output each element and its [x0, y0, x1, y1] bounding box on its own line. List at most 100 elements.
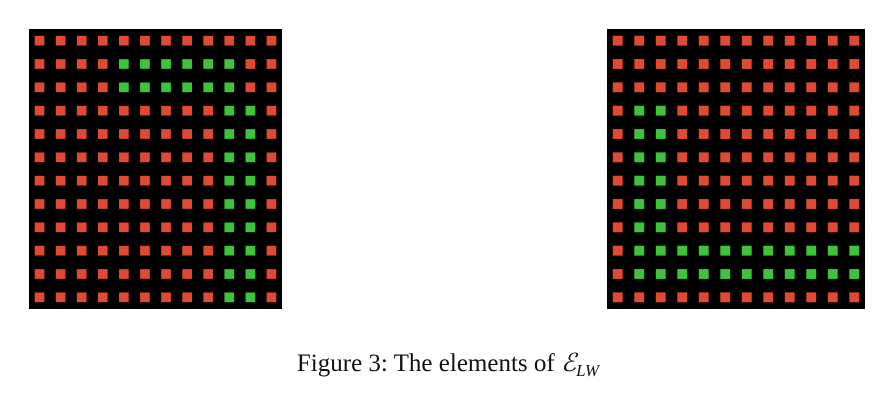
- left-grid-cell-r10-c6-off: [161, 269, 171, 279]
- left-grid-cell-r9-c11-off: [266, 245, 277, 256]
- right-grid-cell-r3-c4-off: [698, 105, 709, 116]
- right-grid-cell-r8-c8-off: [784, 222, 795, 233]
- right-grid-cell-r0-c9-off: [806, 35, 817, 46]
- right-grid-cell-r1-c5-off: [720, 59, 731, 69]
- left-grid-cell-r2-c1-off: [55, 82, 66, 93]
- left-grid-cell-r3-c0-off: [34, 105, 45, 116]
- right-grid-cell-r7-c6-off: [741, 199, 752, 209]
- right-grid-cell-r8-c2-on: [655, 222, 666, 233]
- right-grid-cell-r11-c4-off: [698, 292, 709, 303]
- right-grid-cell-r1-c3-off: [677, 59, 688, 69]
- left-grid-cell-r0-c6-off: [161, 35, 171, 46]
- left-grid-cell-r11-c11-off: [266, 292, 277, 303]
- left-grid-cell-r1-c0-off: [34, 59, 45, 69]
- right-grid-cell-r8-c3-off: [677, 222, 688, 233]
- left-grid-cell-r2-c0-off: [34, 82, 45, 93]
- left-grid-cell-r2-c7-on: [182, 82, 192, 93]
- left-grid-cell-r3-c1-off: [55, 105, 66, 116]
- right-grid-cell-r2-c8-off: [784, 82, 795, 93]
- left-grid-cell-r3-c5-off: [140, 105, 150, 116]
- right-grid-cell-r7-c8-off: [784, 199, 795, 209]
- right-grid-cell-r3-c0-off: [612, 105, 623, 116]
- left-grid-cell-r0-c1-off: [55, 35, 66, 46]
- left-grid-cell-r9-c7-off: [182, 245, 192, 256]
- left-grid-cell-r4-c7-off: [182, 129, 192, 139]
- right-grid-cell-r2-c9-off: [806, 82, 817, 93]
- left-grid-cell-r1-c4-on: [119, 59, 129, 69]
- right-grid-cell-r6-c8-off: [784, 175, 795, 186]
- right-grid-cell-r2-c3-off: [677, 82, 688, 93]
- left-grid-cell-r11-c9-on: [224, 292, 235, 303]
- left-grid-image: [34, 35, 277, 303]
- left-grid-cell-r9-c8-off: [203, 245, 214, 256]
- right-grid-cell-r1-c9-off: [806, 59, 817, 69]
- left-grid-cell-r6-c10-on: [245, 175, 256, 186]
- left-grid-cell-r10-c5-off: [140, 269, 150, 279]
- right-grid-cell-r4-c1-on: [634, 129, 645, 139]
- right-grid-cell-r6-c2-on: [655, 175, 666, 186]
- right-grid-cell-r6-c5-off: [720, 175, 731, 186]
- left-grid-cell-r8-c11-off: [266, 222, 277, 233]
- right-grid-cell-r5-c7-off: [763, 152, 774, 163]
- right-grid-cell-r2-c5-off: [720, 82, 731, 93]
- right-grid-cell-r3-c2-on: [655, 105, 666, 116]
- right-grid-cell-r7-c7-off: [763, 199, 774, 209]
- left-grid-cell-r1-c1-off: [55, 59, 66, 69]
- left-grid-cell-r1-c11-off: [266, 59, 277, 69]
- right-grid-cell-r2-c4-off: [698, 82, 709, 93]
- left-grid-cell-r7-c4-off: [119, 199, 129, 209]
- left-grid-cell-r9-c1-off: [55, 245, 66, 256]
- left-grid-cell-r6-c7-off: [182, 175, 192, 186]
- right-grid-cell-r1-c0-off: [612, 59, 623, 69]
- left-grid-cell-r4-c9-on: [224, 129, 235, 139]
- right-grid-cell-r0-c11-off: [849, 35, 860, 46]
- right-grid-cell-r4-c7-off: [763, 129, 774, 139]
- left-grid-cell-r0-c10-off: [245, 35, 256, 46]
- right-grid-cell-r9-c0-off: [612, 245, 623, 256]
- right-grid-panel: [607, 29, 865, 309]
- left-grid-cell-r10-c3-off: [97, 269, 108, 279]
- left-grid-cell-r6-c3-off: [97, 175, 108, 186]
- right-grid-cell-r6-c1-on: [634, 175, 645, 186]
- right-grid-cell-r0-c6-off: [741, 35, 752, 46]
- left-grid-cell-r7-c9-on: [224, 199, 235, 209]
- right-grid-cell-r11-c7-off: [763, 292, 774, 303]
- right-grid-cell-r7-c3-off: [677, 199, 688, 209]
- left-grid-cell-r5-c10-on: [245, 152, 256, 163]
- left-grid-cell-r9-c3-off: [97, 245, 108, 256]
- left-grid-cell-r10-c8-off: [203, 269, 214, 279]
- left-grid-cell-r0-c0-off: [34, 35, 45, 46]
- right-grid-cell-r11-c11-off: [849, 292, 860, 303]
- right-grid-cell-r7-c1-on: [634, 199, 645, 209]
- right-grid-cell-r7-c9-off: [806, 199, 817, 209]
- left-grid-cell-r4-c10-on: [245, 129, 256, 139]
- right-grid-cell-r8-c7-off: [763, 222, 774, 233]
- left-grid-cell-r0-c2-off: [76, 35, 87, 46]
- right-grid-cell-r8-c0-off: [612, 222, 623, 233]
- right-grid-image: [612, 35, 860, 303]
- left-grid-cell-r6-c5-off: [140, 175, 150, 186]
- left-grid-cell-r10-c9-on: [224, 269, 235, 279]
- right-grid-cell-r7-c2-on: [655, 199, 666, 209]
- left-grid-cell-r5-c2-off: [76, 152, 87, 163]
- right-grid-cell-r2-c11-off: [849, 82, 860, 93]
- right-grid-cell-r7-c11-off: [849, 199, 860, 209]
- right-grid-cell-r3-c7-off: [763, 105, 774, 116]
- right-grid-cell-r4-c6-off: [741, 129, 752, 139]
- right-grid-cell-r6-c4-off: [698, 175, 709, 186]
- left-grid-cell-r3-c7-off: [182, 105, 192, 116]
- left-grid-cell-r5-c8-off: [203, 152, 214, 163]
- left-grid-cell-r8-c5-off: [140, 222, 150, 233]
- right-grid-cell-r7-c0-off: [612, 199, 623, 209]
- right-grid-cell-r0-c2-off: [655, 35, 666, 46]
- left-grid-cell-r4-c5-off: [140, 129, 150, 139]
- right-grid-cell-r9-c2-on: [655, 245, 666, 256]
- left-grid-cell-r0-c4-off: [119, 35, 129, 46]
- left-grid-cell-r3-c11-off: [266, 105, 277, 116]
- right-grid-cell-r1-c7-off: [763, 59, 774, 69]
- left-grid-cell-r6-c11-off: [266, 175, 277, 186]
- left-grid-cell-r7-c0-off: [34, 199, 45, 209]
- right-grid-cell-r1-c4-off: [698, 59, 709, 69]
- left-grid-cell-r11-c10-on: [245, 292, 256, 303]
- left-grid-cell-r3-c8-off: [203, 105, 214, 116]
